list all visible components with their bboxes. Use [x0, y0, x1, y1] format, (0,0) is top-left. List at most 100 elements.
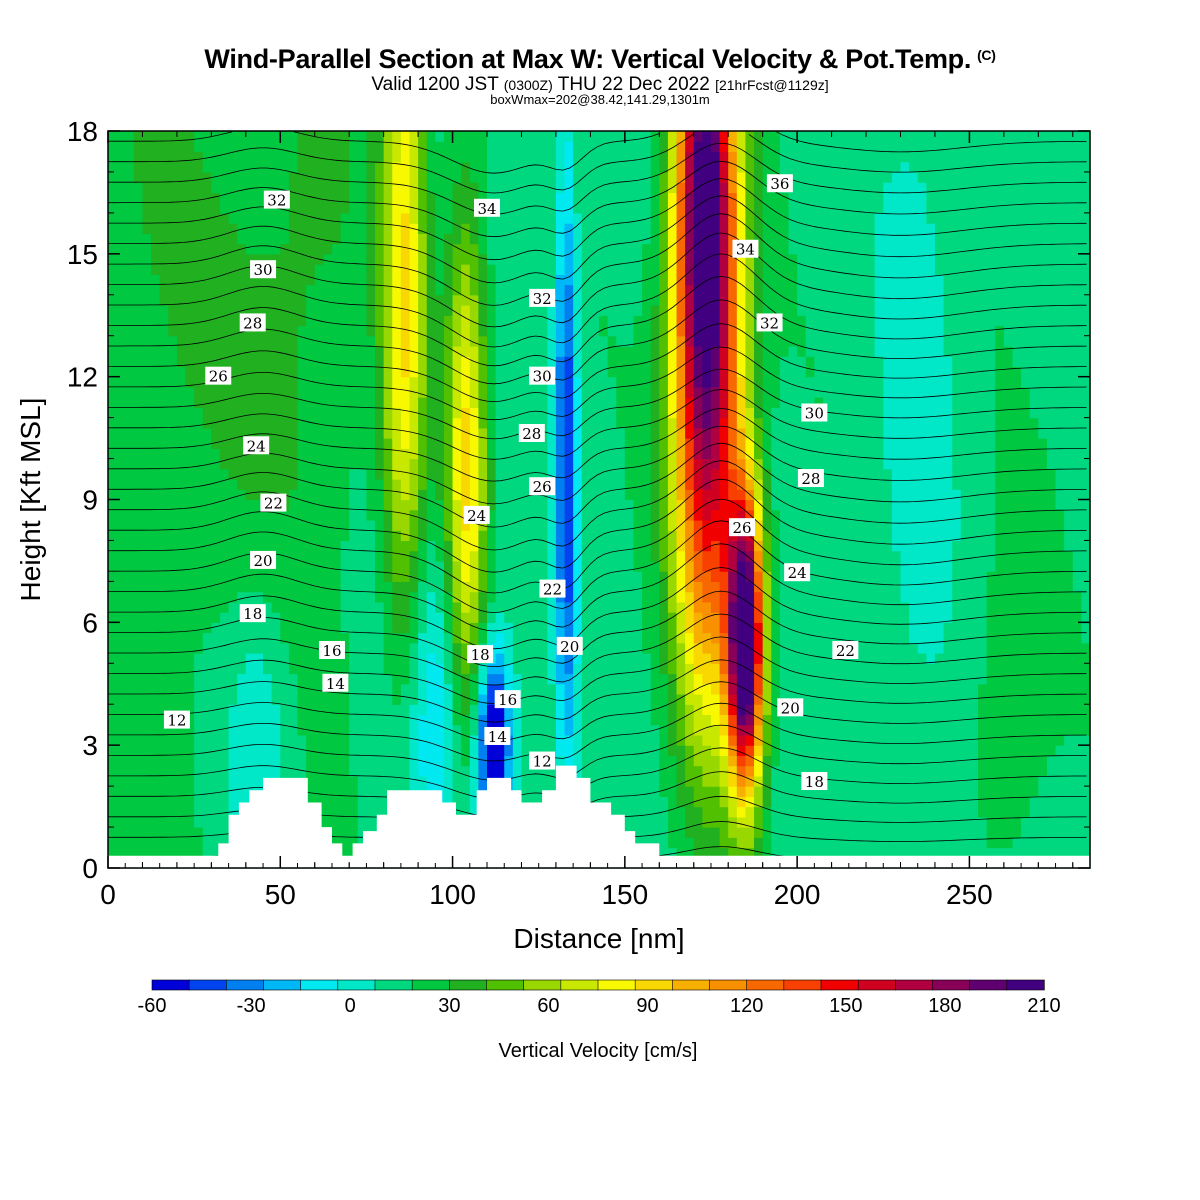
velocity-cell — [237, 161, 247, 173]
velocity-cell — [547, 745, 557, 757]
velocity-cell — [443, 612, 454, 623]
velocity-cell — [676, 571, 686, 582]
velocity-cell — [426, 622, 436, 634]
velocity-cell — [288, 294, 299, 306]
velocity-cell — [624, 816, 635, 828]
velocity-cell — [659, 632, 669, 644]
velocity-cell — [168, 427, 178, 439]
velocity-cell — [599, 560, 609, 572]
velocity-cell — [564, 427, 574, 439]
velocity-cell — [340, 243, 350, 255]
velocity-cell — [616, 376, 626, 388]
velocity-cell — [263, 366, 273, 378]
velocity-cell — [349, 683, 359, 695]
velocity-cell — [306, 581, 316, 593]
velocity-cell — [607, 806, 617, 818]
velocity-cell — [521, 663, 531, 675]
velocity-cell — [314, 745, 324, 757]
velocity-cell — [599, 417, 609, 429]
velocity-cell — [685, 223, 695, 234]
velocity-cell — [487, 284, 497, 296]
velocity-cell — [435, 356, 445, 368]
velocity-cell — [616, 274, 626, 286]
velocity-cell — [504, 356, 514, 368]
velocity-cell — [504, 683, 514, 695]
velocity-cell — [254, 734, 264, 746]
velocity-cell — [366, 509, 376, 521]
velocity-cell — [392, 489, 402, 501]
velocity-cell — [340, 847, 350, 859]
velocity-cell — [108, 653, 118, 664]
velocity-cell — [659, 427, 669, 439]
velocity-cell — [168, 489, 178, 501]
velocity-cell — [624, 714, 635, 726]
velocity-cell — [616, 601, 626, 613]
velocity-cell — [194, 724, 204, 736]
velocity-cell — [555, 519, 566, 531]
velocity-cell — [314, 509, 324, 521]
velocity-cell — [685, 653, 695, 664]
velocity-cell — [607, 734, 617, 746]
velocity-cell — [340, 397, 350, 408]
velocity-cell — [168, 622, 178, 634]
velocity-cell — [418, 243, 428, 255]
velocity-cell — [452, 376, 462, 388]
velocity-cell — [297, 560, 307, 572]
velocity-cell — [280, 642, 290, 654]
velocity-cell — [280, 397, 290, 408]
velocity-cell — [616, 171, 626, 183]
velocity-cell — [555, 284, 566, 296]
velocity-cell — [211, 243, 221, 255]
velocity-cell — [573, 601, 583, 613]
velocity-cell — [685, 827, 695, 838]
velocity-cell — [607, 356, 617, 368]
velocity-cell — [426, 745, 436, 757]
velocity-cell — [357, 581, 368, 593]
velocity-cell — [461, 796, 471, 808]
velocity-cell — [151, 560, 161, 572]
velocity-cell — [168, 653, 178, 664]
velocity-cell — [125, 745, 135, 757]
velocity-cell — [349, 693, 359, 705]
velocity-cell — [461, 345, 471, 357]
velocity-cell — [219, 591, 230, 603]
velocity-cell — [667, 141, 678, 153]
velocity-cell — [176, 458, 187, 470]
velocity-cell — [504, 345, 514, 357]
velocity-cell — [108, 233, 118, 245]
velocity-cell — [237, 438, 247, 449]
velocity-cell — [409, 571, 419, 582]
velocity-cell — [142, 663, 152, 675]
velocity-cell — [512, 458, 523, 470]
velocity-cell — [151, 591, 161, 603]
velocity-cell — [547, 663, 557, 675]
velocity-cell — [547, 704, 557, 716]
velocity-cell — [314, 366, 324, 378]
velocity-cell — [280, 653, 290, 664]
velocity-cell — [228, 745, 238, 757]
velocity-cell — [151, 571, 161, 582]
velocity-cell — [452, 468, 462, 480]
velocity-cell — [383, 468, 393, 480]
velocity-cell — [271, 765, 281, 777]
velocity-cell — [349, 673, 359, 685]
velocity-cell — [702, 642, 712, 654]
velocity-cell — [194, 284, 204, 296]
velocity-cell — [151, 530, 161, 542]
velocity-cell — [271, 458, 281, 470]
velocity-cell — [142, 192, 152, 204]
velocity-cell — [108, 499, 118, 511]
velocity-cell — [108, 612, 118, 623]
velocity-cell — [642, 284, 652, 296]
velocity-cell — [564, 560, 574, 572]
velocity-cell — [288, 131, 299, 142]
velocity-cell — [650, 796, 660, 808]
velocity-cell — [469, 274, 479, 286]
velocity-cell — [176, 161, 187, 173]
velocity-cell — [323, 765, 333, 777]
velocity-cell — [211, 765, 221, 777]
velocity-cell — [538, 734, 548, 746]
velocity-cell — [202, 612, 212, 623]
velocity-cell — [151, 315, 161, 327]
velocity-cell — [435, 755, 445, 767]
